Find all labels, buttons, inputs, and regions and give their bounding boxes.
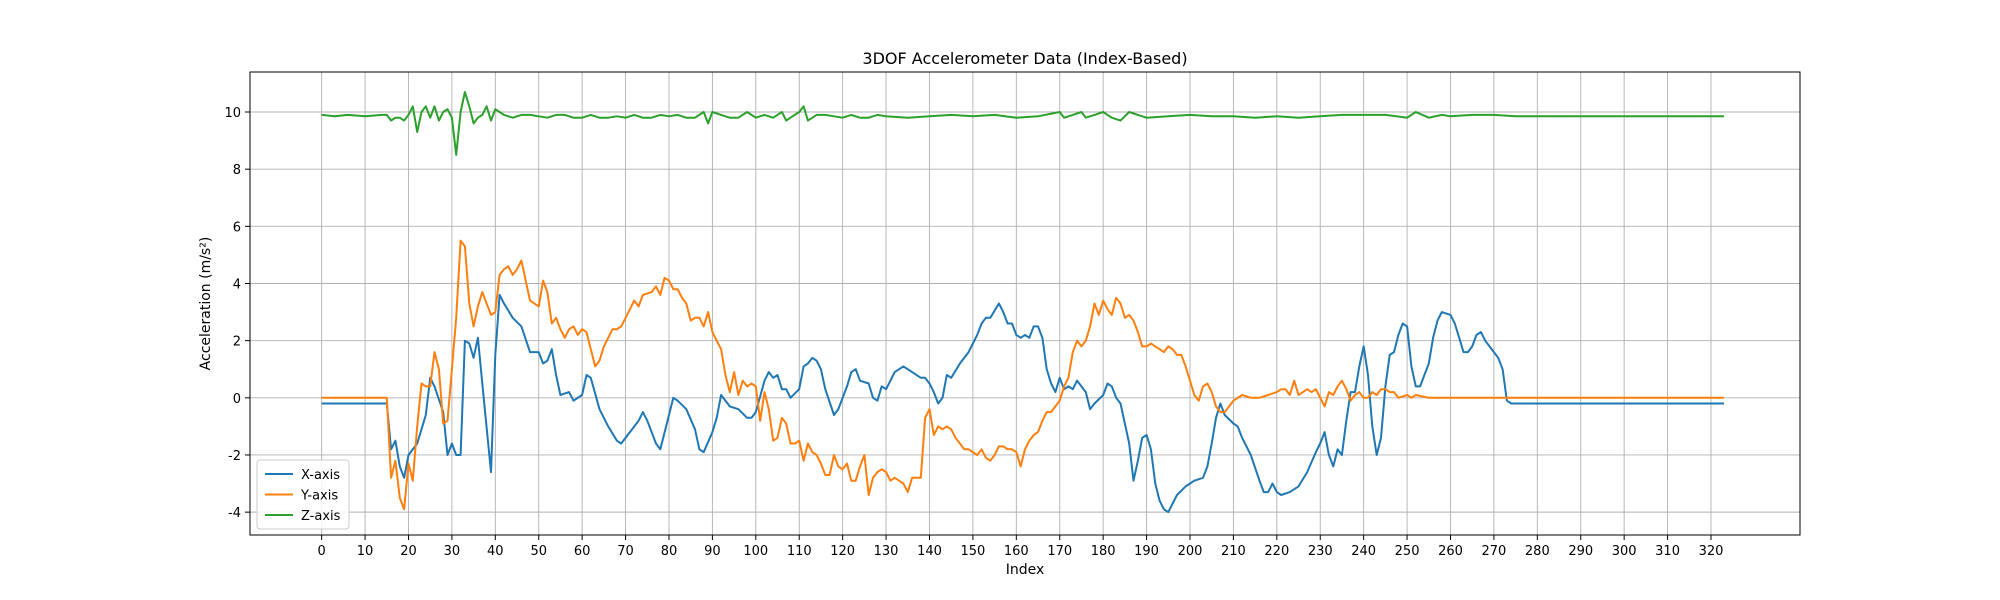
x-tick-label: 30 xyxy=(444,544,461,559)
x-tick-label: 280 xyxy=(1525,544,1550,559)
series-line-x-axis xyxy=(321,293,1724,514)
legend-label-y-axis: Y-axis xyxy=(300,489,338,504)
x-tick-label: 40 xyxy=(487,544,504,559)
x-ticks: 0 10 20 30 40 50 60 70 80 90 100 110 120 130 140 150 160… xyxy=(317,535,1723,559)
x-tick-label: 90 xyxy=(704,544,721,559)
y-axis-label: Acceleration (m/s²) xyxy=(198,237,214,371)
x-tick-label: 70 xyxy=(617,544,634,559)
y-tick-label: -4 xyxy=(228,506,241,521)
y-ticks: -4 -2 0 2 4 6 8 10 xyxy=(224,106,250,521)
x-tick-label: 20 xyxy=(400,544,417,559)
x-tick-label: 200 xyxy=(1178,544,1203,559)
x-tick-label: 80 xyxy=(661,544,678,559)
x-tick-label: 160 xyxy=(1004,544,1029,559)
legend-label-x-axis: X-axis xyxy=(301,468,340,483)
x-tick-label: 300 xyxy=(1612,544,1637,559)
legend-label-z-axis: Z-axis xyxy=(301,509,341,524)
y-tick-label: 0 xyxy=(233,392,241,407)
x-tick-label: 120 xyxy=(830,544,855,559)
x-tick-label: 130 xyxy=(874,544,899,559)
series-lines xyxy=(321,91,1724,514)
x-tick-label: 180 xyxy=(1091,544,1116,559)
y-tick-label: -2 xyxy=(228,449,241,464)
x-tick-label: 110 xyxy=(787,544,812,559)
x-axis-label: Index xyxy=(1006,562,1045,578)
x-tick-label: 10 xyxy=(357,544,374,559)
y-tick-label: 2 xyxy=(233,335,241,350)
x-tick-label: 290 xyxy=(1568,544,1593,559)
x-tick-label: 170 xyxy=(1047,544,1072,559)
x-tick-label: 150 xyxy=(960,544,985,559)
x-tick-label: 250 xyxy=(1395,544,1420,559)
x-tick-label: 0 xyxy=(317,544,325,559)
series-line-z-axis xyxy=(321,91,1724,156)
legend-box xyxy=(256,459,350,530)
x-tick-label: 260 xyxy=(1438,544,1463,559)
x-tick-label: 190 xyxy=(1134,544,1159,559)
x-tick-label: 60 xyxy=(574,544,591,559)
y-tick-label: 10 xyxy=(224,106,241,121)
x-tick-label: 240 xyxy=(1351,544,1376,559)
x-tick-label: 50 xyxy=(530,544,547,559)
series-line-y-axis xyxy=(321,239,1724,511)
x-tick-label: 100 xyxy=(743,544,768,559)
y-tick-label: 6 xyxy=(233,220,241,235)
x-tick-label: 270 xyxy=(1481,544,1506,559)
x-tick-label: 220 xyxy=(1264,544,1289,559)
y-tick-label: 8 xyxy=(233,163,241,178)
legend: X-axis Y-axis Z-axis xyxy=(256,459,350,530)
chart-title: 3DOF Accelerometer Data (Index-Based) xyxy=(862,49,1187,68)
x-tick-label: 230 xyxy=(1308,544,1333,559)
plot-frame xyxy=(249,71,1801,536)
x-tick-label: 310 xyxy=(1655,544,1680,559)
x-tick-label: 320 xyxy=(1699,544,1724,559)
x-tick-label: 210 xyxy=(1221,544,1246,559)
y-tick-label: 4 xyxy=(233,277,241,292)
x-tick-label: 140 xyxy=(917,544,942,559)
